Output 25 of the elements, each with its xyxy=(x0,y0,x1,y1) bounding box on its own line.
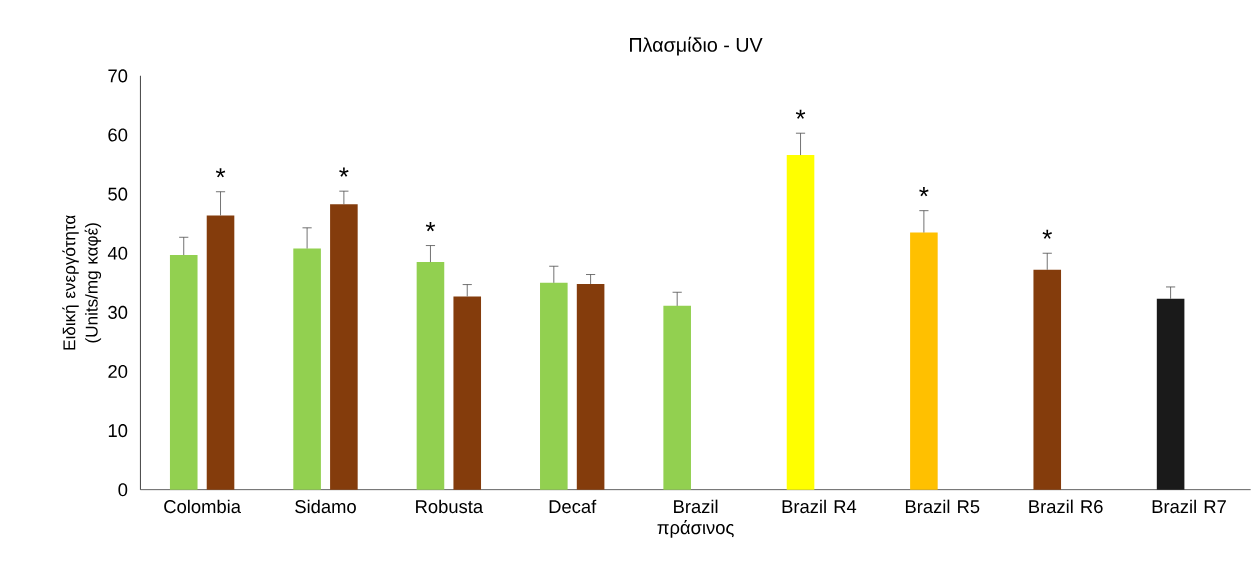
x-tick-label: Sidamo xyxy=(295,499,356,514)
x-tick-label: Brazil R7 xyxy=(1152,499,1226,514)
y-tick-label: 50 xyxy=(108,187,128,201)
y-tick-label: 0 xyxy=(118,483,128,497)
chart-title: Πλασμίδιο - UV xyxy=(630,37,763,56)
x-tick-label: Decaf xyxy=(549,499,597,514)
y-tick-label: 60 xyxy=(108,128,128,142)
y-axis-title: Ειδική ενεργότητα (Units/mg καφέ) xyxy=(62,215,102,350)
x-tick-label: Brazil πράσινος xyxy=(657,499,734,538)
y-tick-label: 40 xyxy=(107,246,128,260)
x-tick-label: Robusta xyxy=(416,499,484,514)
annotation: * xyxy=(919,187,929,197)
annotation: * xyxy=(215,168,226,178)
x-tick-label: Colombia xyxy=(164,499,241,514)
x-tick-label: Brazil R4 xyxy=(782,499,857,514)
y-tick-label: 30 xyxy=(108,306,128,320)
y-tick-label: 10 xyxy=(108,424,128,438)
x-tick-label: Brazil R5 xyxy=(905,499,980,514)
annotation: * xyxy=(1042,229,1052,240)
annotation: * xyxy=(339,167,349,177)
x-tick-label: Brazil R6 xyxy=(1029,499,1103,514)
y-tick-label: 70 xyxy=(108,69,128,83)
annotation: * xyxy=(425,222,436,232)
y-tick-label: 20 xyxy=(108,365,128,379)
annotation: * xyxy=(795,109,806,120)
